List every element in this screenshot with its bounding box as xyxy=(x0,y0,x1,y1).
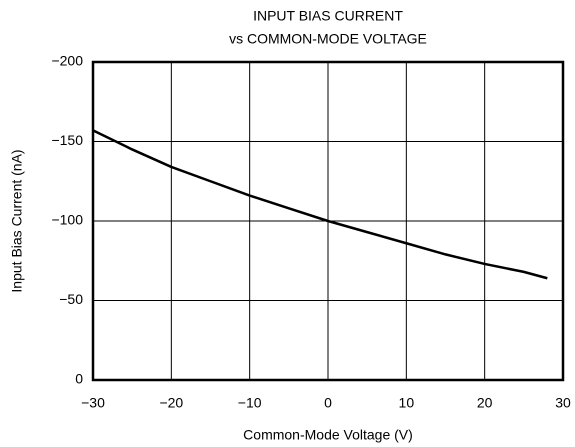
x-tick-label: −10 xyxy=(238,395,262,411)
y-tick-label: −100 xyxy=(51,212,83,228)
x-tick-label: −20 xyxy=(159,395,183,411)
x-tick-label: 30 xyxy=(555,395,571,411)
chart-title: INPUT BIAS CURRENT xyxy=(253,8,403,24)
plot-frame xyxy=(91,60,565,382)
y-tick-label: −200 xyxy=(51,53,83,69)
x-tick-label: −30 xyxy=(81,395,105,411)
x-tick-label: 10 xyxy=(399,395,415,411)
y-axis-label: Input Bias Current (nA) xyxy=(9,149,25,292)
x-tick-label: 0 xyxy=(324,395,332,411)
x-axis-label: Common-Mode Voltage (V) xyxy=(243,427,413,443)
y-tick-label: −150 xyxy=(51,132,83,148)
y-tick-label: −50 xyxy=(59,291,83,307)
x-tick-label: 20 xyxy=(477,395,493,411)
data-line xyxy=(92,129,548,280)
y-tick-label: 0 xyxy=(75,371,83,387)
chart-title: vs COMMON-MODE VOLTAGE xyxy=(229,31,427,47)
